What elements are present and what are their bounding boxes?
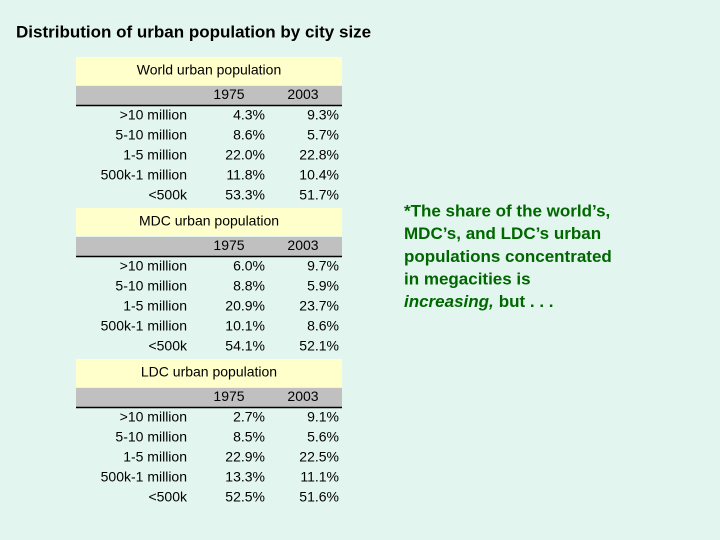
cell: 22.5%: [299, 449, 339, 465]
cell: 5.9%: [307, 278, 339, 294]
cell: 5.6%: [307, 429, 339, 445]
row-label: 5-10 million: [115, 429, 187, 445]
column-header: 2003: [287, 86, 318, 102]
cell: 22.8%: [299, 147, 339, 163]
note-line: MDC’s, and LDC’s urban: [404, 224, 601, 243]
cell: 23.7%: [299, 298, 339, 314]
note-emphasis: increasing,: [404, 292, 494, 311]
cell: 8.5%: [233, 429, 265, 445]
cell: 8.6%: [233, 127, 265, 143]
cell: 51.7%: [299, 187, 339, 203]
column-header: 1975: [213, 86, 244, 102]
cell: 22.0%: [225, 147, 265, 163]
column-header: 2003: [287, 237, 318, 253]
table-title: MDC urban population: [139, 213, 279, 229]
row-label: <500k: [148, 338, 188, 354]
row-label: <500k: [148, 187, 188, 203]
column-header: 1975: [213, 237, 244, 253]
table-title-bg: [76, 208, 342, 236]
row-label: 5-10 million: [115, 278, 187, 294]
cell: 52.5%: [225, 489, 265, 505]
cell: 54.1%: [225, 338, 265, 354]
row-label: <500k: [148, 489, 188, 505]
row-label: >10 million: [120, 107, 187, 123]
cell: 2.7%: [233, 409, 265, 425]
cell: 9.3%: [307, 107, 339, 123]
cell: 5.7%: [307, 127, 339, 143]
note-line: *The share of the world’s,: [404, 201, 610, 220]
cell: 4.3%: [233, 107, 265, 123]
note-line: in megacities is: [404, 270, 531, 289]
cell: 9.1%: [307, 409, 339, 425]
row-label: >10 million: [120, 258, 187, 274]
row-label: 1-5 million: [123, 449, 187, 465]
row-label: 1-5 million: [123, 147, 187, 163]
note-tail: but . . .: [499, 292, 554, 311]
table-title: World urban population: [137, 62, 282, 78]
row-label: >10 million: [120, 409, 187, 425]
column-header: 1975: [213, 388, 244, 404]
slide-title: Distribution of urban population by city…: [16, 22, 371, 41]
row-label: 500k-1 million: [101, 318, 187, 334]
note-line: populations concentrated: [404, 247, 612, 266]
cell: 53.3%: [225, 187, 265, 203]
cell: 10.1%: [225, 318, 265, 334]
table-title-bg: [76, 57, 342, 85]
cell: 20.9%: [225, 298, 265, 314]
table-title-bg: [76, 359, 342, 387]
row-label: 500k-1 million: [101, 469, 187, 485]
table-title: LDC urban population: [141, 364, 277, 380]
header-bg: [76, 388, 342, 407]
cell: 11.8%: [226, 167, 265, 183]
note-line: increasing, but . . .: [404, 292, 554, 311]
row-label: 1-5 million: [123, 298, 187, 314]
header-bg: [76, 237, 342, 256]
cell: 13.3%: [225, 469, 265, 485]
cell: 10.4%: [299, 167, 339, 183]
header-bg: [76, 86, 342, 105]
cell: 6.0%: [233, 258, 265, 274]
cell: 51.6%: [299, 489, 339, 505]
cell: 8.8%: [233, 278, 265, 294]
cell: 22.9%: [225, 449, 265, 465]
cell: 52.1%: [299, 338, 339, 354]
column-header: 2003: [287, 388, 318, 404]
cell: 11.1%: [300, 469, 339, 485]
row-label: 5-10 million: [115, 127, 187, 143]
row-label: 500k-1 million: [101, 167, 187, 183]
cell: 9.7%: [307, 258, 339, 274]
cell: 8.6%: [307, 318, 339, 334]
